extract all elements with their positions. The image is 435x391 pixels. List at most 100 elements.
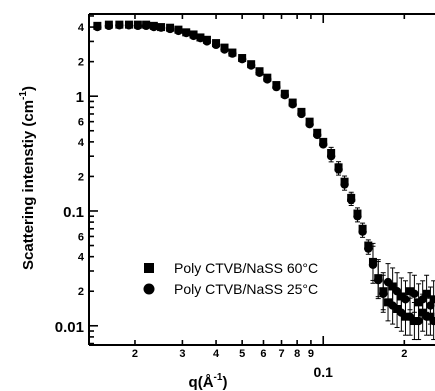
x-tick-label: 2 <box>401 348 407 360</box>
y-axis-title-close: ) <box>20 86 37 91</box>
y-tick-label: 0.1 <box>63 204 84 221</box>
legend-label-60c: Poly CTVB/NaSS 60°C <box>174 260 318 276</box>
data-point-25c <box>237 55 247 64</box>
data-point-25c <box>379 289 388 298</box>
data-point-60c <box>401 312 410 321</box>
axes <box>88 13 435 346</box>
data-point-25c <box>165 24 175 34</box>
data-point-60c <box>410 317 419 326</box>
data-point-25c <box>115 21 124 30</box>
y-tick-label: 4 <box>78 22 85 34</box>
data-point-60c <box>422 289 431 298</box>
x-tick-label: 2 <box>132 348 138 360</box>
data-point-25c <box>410 289 419 298</box>
data-point-25c <box>368 260 378 269</box>
x-tick-label: 8 <box>294 348 300 360</box>
y-axis-title-exponent: -1 <box>18 91 29 100</box>
x-tick-label: 4 <box>213 348 220 360</box>
data-point-25c <box>297 109 306 119</box>
legend: Poly CTVB/NaSS 60°C Poly CTVB/NaSS 25°C <box>143 260 318 297</box>
x-axis-title-exponent: -1 <box>214 372 223 383</box>
y-tick-label: 1 <box>76 89 84 106</box>
y-axis-title: Scattering intenstiy (cm-1) <box>18 86 37 270</box>
y-tick-label: 6 <box>78 231 84 243</box>
data-point-25c <box>255 68 264 77</box>
data-point-25c <box>182 28 191 38</box>
data-point-25c <box>149 22 159 32</box>
data-point-25c <box>388 301 397 310</box>
data-point-25c <box>414 316 423 326</box>
y-tick-label: 2 <box>78 171 84 183</box>
x-ticks: 2 3 4 5 6 7 8 9 0.1 2 <box>132 14 407 380</box>
x-tick-label: 9 <box>308 348 314 360</box>
data-point-25c <box>401 295 410 304</box>
data-point-25c <box>319 140 328 149</box>
data-point-25c <box>405 312 415 321</box>
x-axis-title-unit: Å <box>203 374 214 391</box>
data-point-25c <box>353 212 362 221</box>
data-markers <box>93 20 435 326</box>
data-point-60c <box>397 292 406 301</box>
x-tick-label: 7 <box>278 348 284 360</box>
data-point-60c <box>418 308 427 317</box>
data-point-25c <box>246 61 256 70</box>
y-tick-label: 2 <box>78 57 84 69</box>
y-tick-label: 2 <box>78 286 84 298</box>
x-tick-label: 5 <box>239 348 245 360</box>
data-point-25c <box>156 23 166 32</box>
data-point-25c <box>133 21 143 31</box>
data-point-25c <box>189 31 198 41</box>
y-tick-label: 4 <box>78 252 85 264</box>
data-point-25c <box>263 75 272 84</box>
data-point-25c <box>422 312 431 321</box>
y-tick-label: 4 <box>78 137 85 149</box>
data-point-25c <box>358 227 367 236</box>
legend-label-25c: Poly CTVB/NaSS 25°C <box>174 281 318 297</box>
data-point-60c <box>406 287 415 296</box>
data-point-25c <box>141 21 151 31</box>
x-tick-label: 0.1 <box>313 364 333 380</box>
y-ticks: 0.01 2 4 6 0.1 2 4 6 1 2 4 <box>55 15 98 345</box>
x-axis-title-close: ) <box>222 374 227 391</box>
y-axis-title-main: Scattering intenstiy (cm <box>20 100 37 270</box>
legend-circle-marker <box>143 283 155 295</box>
data-point-60c <box>388 282 397 291</box>
data-point-25c <box>220 45 229 54</box>
data-point-25c <box>326 152 336 161</box>
data-point-25c <box>426 301 435 310</box>
x-axis-title: q(Å-1) <box>189 372 228 391</box>
y-tick-label: 0.01 <box>55 319 84 336</box>
data-point-25c <box>174 26 183 36</box>
data-point-60c <box>414 298 423 307</box>
data-point-25c <box>346 195 356 205</box>
data-point-25c <box>364 244 373 253</box>
data-point-25c <box>104 21 114 31</box>
data-point-25c <box>397 308 406 317</box>
data-point-60c <box>393 304 402 313</box>
data-point-25c <box>93 22 102 32</box>
data-point-25c <box>418 295 427 304</box>
data-point-25c <box>196 34 205 43</box>
legend-square-marker <box>144 263 154 273</box>
x-tick-label: 3 <box>179 348 185 360</box>
data-point-25c <box>313 130 322 140</box>
y-tick-label: 6 <box>78 117 84 129</box>
x-axis-title-main: q( <box>189 374 203 391</box>
data-point-25c <box>211 40 221 50</box>
data-point-25c <box>334 165 343 174</box>
data-point-25c <box>202 37 212 46</box>
data-point-25c <box>272 82 281 92</box>
data-point-25c <box>280 91 290 100</box>
data-point-60c <box>429 295 435 304</box>
data-point-25c <box>383 277 393 287</box>
x-tick-label: 6 <box>260 348 266 360</box>
data-point-25c <box>228 49 237 58</box>
data-point-25c <box>392 287 402 296</box>
data-point-25c <box>288 100 297 109</box>
data-point-25c <box>340 180 349 189</box>
data-point-25c <box>429 316 435 326</box>
data-point-25c <box>124 21 134 30</box>
data-point-25c <box>374 275 383 285</box>
data-point-25c <box>305 120 314 129</box>
